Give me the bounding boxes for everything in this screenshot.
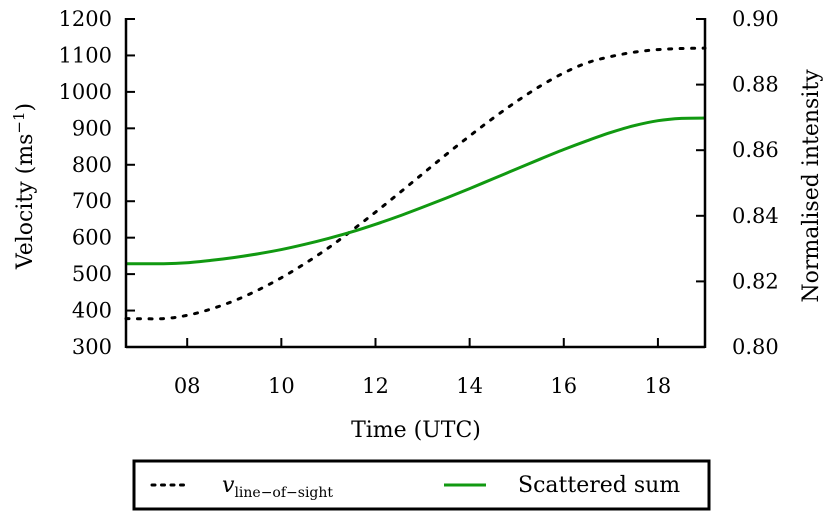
y-left-tick-label: 1000: [59, 80, 112, 104]
legend-label-subscript: line−of−sight: [234, 485, 333, 501]
y-left-tick-label: 600: [72, 226, 112, 250]
y-left-tick-label: 700: [72, 189, 112, 213]
legend: vline−of−sight Scattered sum: [132, 459, 711, 511]
x-axis-title: Time (UTC): [351, 418, 481, 443]
axes: 08 10 12 14 16 18 300 400 500 600 700 800 900 1000 110…: [59, 7, 779, 398]
y-right-tick-label: 0.88: [732, 73, 779, 97]
y-left-axis-title-sup: −1: [10, 111, 28, 133]
y-left-tick-label: 1100: [59, 43, 112, 67]
y-right-axis-title: Normalised intensity: [799, 69, 824, 303]
y-left-tick-label: 900: [72, 116, 112, 140]
series-line-scattered-sum: [125, 116, 706, 266]
y-left-axis-title-main: Velocity (ms: [13, 134, 38, 271]
y-left-axis-title-close: ): [13, 103, 38, 112]
legend-label-line-of-sight: vline−of−sight: [222, 473, 333, 501]
y-right-tick-label: 0.82: [732, 269, 779, 293]
series-line-line-of-sight: [124, 46, 707, 321]
y-left-axis-title: Velocity (ms−1): [10, 103, 38, 270]
plot-area: [124, 46, 707, 321]
y-left-tick-label: 400: [72, 299, 112, 323]
x-tick-label: 12: [362, 374, 389, 398]
y-right-tick-label: 0.86: [732, 138, 779, 162]
x-tick-label: 08: [174, 374, 201, 398]
y-right-tick-label: 0.80: [732, 335, 779, 359]
x-tick-label: 14: [456, 374, 483, 398]
y-right-tick-label: 0.90: [732, 7, 779, 31]
y-left-tick-label: 800: [72, 153, 112, 177]
legend-box: [132, 459, 711, 511]
x-tick-label: 16: [550, 374, 577, 398]
y-left-tick-label: 500: [72, 262, 112, 286]
y-left-tick-label: 1200: [59, 7, 112, 31]
legend-label-v: v: [222, 473, 235, 498]
legend-label-scattered-sum: Scattered sum: [518, 473, 680, 498]
y-right-tick-label: 0.84: [732, 204, 779, 228]
x-tick-label: 18: [645, 374, 672, 398]
y-left-tick-label: 300: [72, 335, 112, 359]
x-tick-label: 10: [268, 374, 295, 398]
